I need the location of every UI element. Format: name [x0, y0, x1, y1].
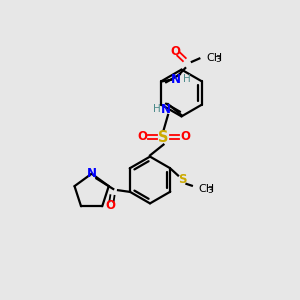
Text: O: O [180, 130, 190, 143]
Text: H: H [153, 103, 161, 114]
Text: 3: 3 [208, 186, 213, 195]
Text: N: N [171, 73, 181, 86]
Text: N: N [87, 167, 97, 180]
Text: S: S [158, 130, 169, 146]
Text: O: O [106, 199, 116, 212]
Text: 3: 3 [215, 55, 220, 64]
Text: N: N [161, 103, 171, 116]
Text: O: O [171, 45, 181, 58]
Text: O: O [137, 130, 147, 143]
Text: S: S [178, 173, 187, 186]
Text: CH: CH [199, 184, 214, 194]
Text: H: H [183, 74, 190, 84]
Text: CH: CH [206, 53, 222, 63]
